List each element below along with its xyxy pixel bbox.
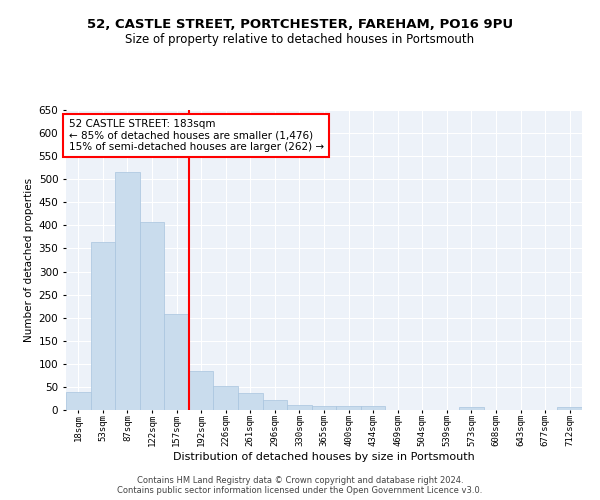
Bar (336, 406, 361, 410)
Bar (189, 371, 214, 410)
Text: 52, CASTLE STREET, PORTCHESTER, FAREHAM, PO16 9PU: 52, CASTLE STREET, PORTCHESTER, FAREHAM,… (87, 18, 513, 30)
Bar (287, 405, 312, 410)
Bar (312, 406, 336, 410)
Bar (164, 314, 189, 410)
Text: Size of property relative to detached houses in Portsmouth: Size of property relative to detached ho… (125, 32, 475, 46)
Bar (140, 222, 164, 410)
Bar (115, 172, 140, 410)
Bar (214, 386, 238, 410)
Bar (91, 242, 115, 410)
Text: Contains HM Land Registry data © Crown copyright and database right 2024.: Contains HM Land Registry data © Crown c… (137, 476, 463, 485)
Bar (263, 400, 287, 410)
Bar (238, 394, 263, 410)
Bar (459, 407, 484, 410)
Y-axis label: Number of detached properties: Number of detached properties (25, 178, 34, 342)
Bar (66, 392, 91, 410)
Bar (361, 406, 385, 410)
Text: 52 CASTLE STREET: 183sqm
← 85% of detached houses are smaller (1,476)
15% of sem: 52 CASTLE STREET: 183sqm ← 85% of detach… (68, 119, 324, 152)
X-axis label: Distribution of detached houses by size in Portsmouth: Distribution of detached houses by size … (173, 452, 475, 462)
Text: Contains public sector information licensed under the Open Government Licence v3: Contains public sector information licen… (118, 486, 482, 495)
Bar (557, 407, 582, 410)
